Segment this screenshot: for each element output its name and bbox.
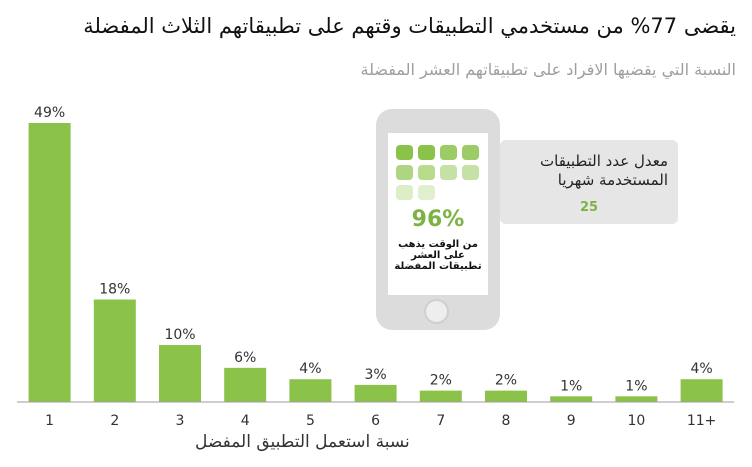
app-tile-icon: [462, 165, 479, 180]
chart-subtitle: النسبة التي يقضيها الافراد على تطبيقاتهم…: [360, 60, 736, 79]
x-tick-label: 1: [45, 413, 54, 429]
app-tile-icon: [396, 185, 413, 200]
bar: [485, 390, 527, 402]
x-tick-label: 9: [567, 413, 576, 429]
bar: [224, 367, 267, 402]
bar: [354, 384, 397, 402]
bar-value-label: 10%: [164, 327, 195, 343]
phone-caption: من الوقت يذهب على العشر تطبيقات المفضلة: [394, 239, 482, 272]
app-tile-icon: [440, 145, 457, 160]
app-tile-icon: [462, 145, 479, 160]
phone-screen: 96% من الوقت يذهب على العشر تطبيقات المف…: [388, 133, 488, 295]
monthly-apps-callout: معدل عدد التطبيقات المستخدمة شهريا 25: [500, 140, 678, 224]
app-tile-icon: [396, 145, 413, 160]
x-tick-label: 11+: [687, 413, 717, 429]
x-tick-label: 3: [176, 413, 185, 429]
app-tile-icon: [418, 165, 435, 180]
bar-value-label: 2%: [430, 373, 452, 389]
bar-value-label: 1%: [625, 378, 647, 394]
bar-value-label: 1%: [560, 378, 582, 394]
chart-title: يقضى 77% من مستخدمي التطبيقات وقتهم على …: [83, 14, 736, 38]
bar: [289, 379, 332, 402]
x-tick-label: 8: [502, 413, 511, 429]
bar-value-label: 4%: [690, 361, 712, 377]
x-tick-label: 4: [241, 413, 250, 429]
bar-value-label: 49%: [34, 105, 65, 121]
x-tick-label: 7: [436, 413, 445, 429]
bar-value-label: 18%: [99, 282, 130, 298]
bar-value-label: 4%: [299, 361, 321, 377]
bar: [615, 396, 658, 402]
bar: [419, 390, 462, 402]
app-tile-icon: [418, 145, 435, 160]
home-button-icon: [424, 299, 449, 324]
bar: [159, 345, 201, 402]
x-tick-label: 10: [627, 413, 645, 429]
bar-value-label: 3%: [364, 367, 386, 383]
x-tick-label: 6: [371, 413, 380, 429]
callout-value: 25: [580, 200, 599, 215]
app-tile-icon: [440, 165, 457, 180]
bar: [550, 396, 593, 402]
app-tile-icon: [418, 185, 435, 200]
app-tile-icon: [396, 165, 413, 180]
callout-text: معدل عدد التطبيقات المستخدمة شهريا: [540, 152, 668, 189]
bar: [93, 299, 136, 402]
bar-value-label: 2%: [495, 373, 517, 389]
bar-value-label: 6%: [234, 350, 256, 366]
smartphone-icon: 96% من الوقت يذهب على العشر تطبيقات المف…: [376, 109, 500, 330]
x-tick-label: 2: [110, 413, 119, 429]
bar: [680, 379, 723, 402]
x-tick-label: 5: [306, 413, 315, 429]
phone-percent: 96%: [411, 207, 465, 232]
x-axis-label: نسبة استعمل التطبيق المفضل: [195, 432, 410, 452]
bar: [28, 123, 71, 402]
